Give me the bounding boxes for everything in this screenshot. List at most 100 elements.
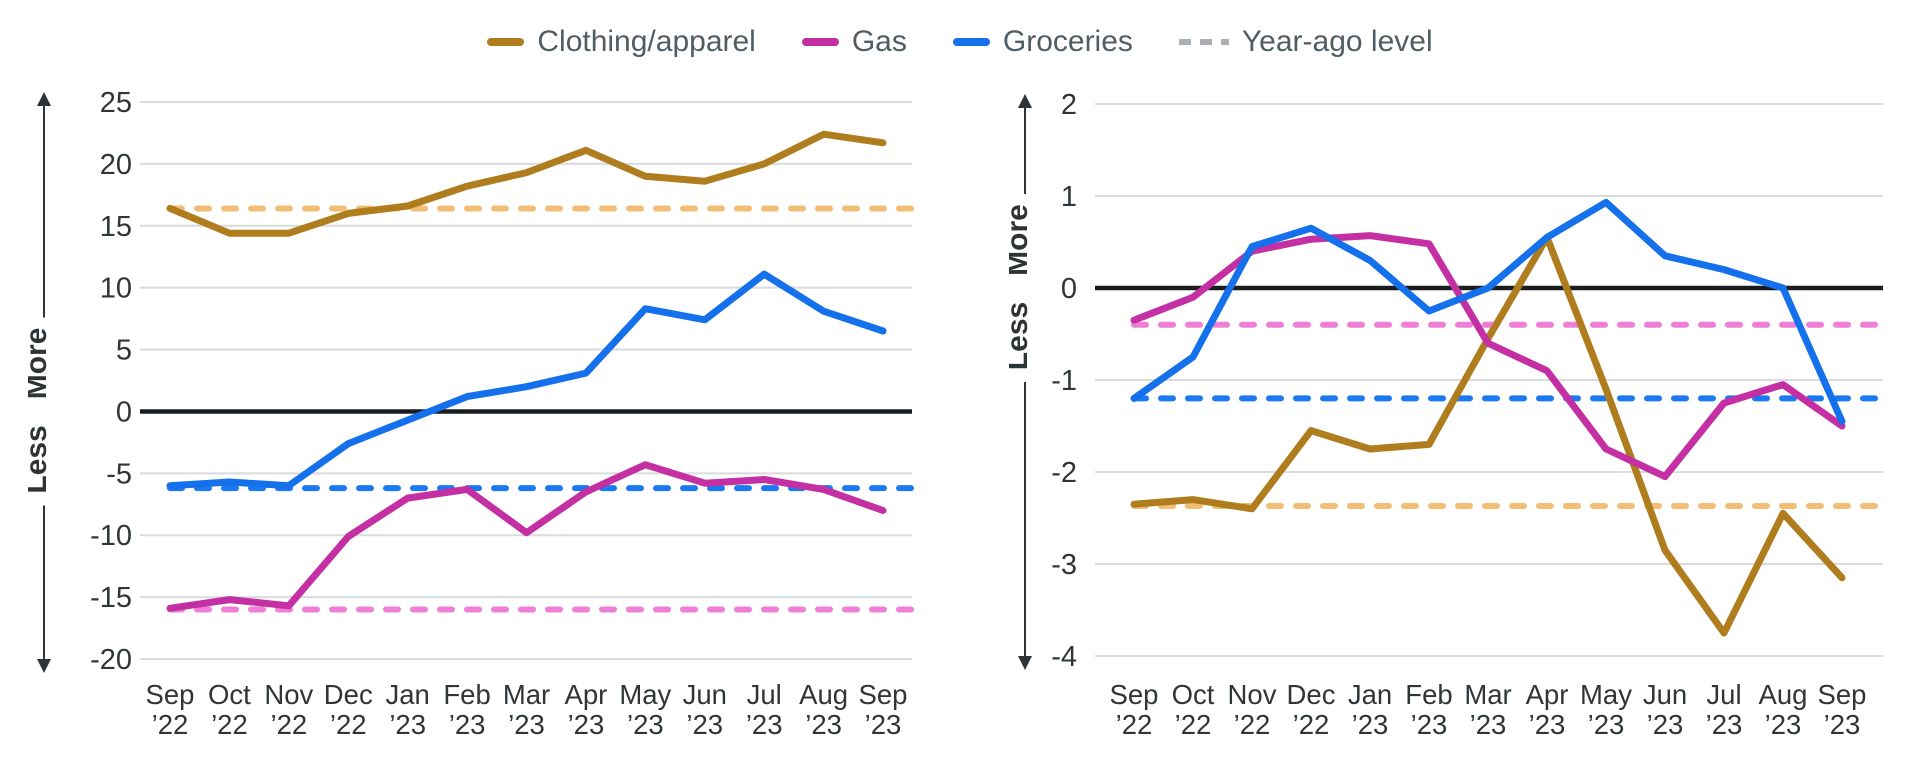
legend-item-clothing: Clothing/apparel: [487, 25, 756, 59]
x-tick-label-year: ’23: [1765, 709, 1802, 740]
legend-label: Groceries: [1002, 25, 1133, 58]
x-tick-label-year: ’23: [389, 709, 426, 740]
x-tick-label-year: ’23: [686, 709, 723, 740]
legend-label: Gas: [851, 25, 907, 58]
x-tick-label-year: ’22: [330, 709, 367, 740]
gridlines: [1095, 103, 1883, 657]
y-tick-label: 5: [116, 335, 132, 367]
x-tick-label-year: ’22: [1175, 709, 1212, 740]
legend-item-year-ago: Year-ago level: [1178, 25, 1433, 59]
x-tick-label-year: ’23: [1529, 709, 1566, 740]
clothing-swatch: [487, 38, 525, 46]
x-tick-label-month: Aug: [799, 679, 848, 710]
legend-label: Year-ago level: [1241, 25, 1433, 58]
x-tick-label-month: Jan: [385, 679, 429, 710]
x-tick-label-year: ’22: [1293, 709, 1330, 740]
more-less-axis: More Less: [28, 92, 53, 673]
left-chart: 25 20 15 10 5 0 -5 -10 -15 -20 Sep ’22 Oct ’22 Nov ’22 D…: [28, 68, 963, 763]
charts-row: 25 20 15 10 5 0 -5 -10 -15 -20 Sep ’22 Oct ’22 Nov ’22 D…: [0, 68, 1920, 763]
x-tick-label-month: Apr: [1526, 679, 1569, 710]
y-tick-label: 15: [100, 211, 132, 243]
year-ago-swatch: [1178, 39, 1229, 45]
x-tick-label-year: ’23: [1706, 709, 1743, 740]
x-tick-label-month: Feb: [443, 679, 490, 710]
x-tick-label-month: Apr: [565, 679, 608, 710]
x-tick-label-year: ’22: [152, 709, 189, 740]
x-tick-label-month: Sep: [1110, 679, 1159, 710]
x-tick-label-month: Jun: [683, 679, 727, 710]
less-axis-label: Less: [1009, 302, 1034, 370]
x-tick-label-year: ’22: [270, 709, 307, 740]
y-tick-label: -15: [90, 582, 132, 614]
y-tick-label: 0: [116, 396, 132, 428]
x-tick-label-month: Sep: [146, 679, 195, 710]
x-tick-label-month: May: [1580, 679, 1632, 710]
x-tick-label-month: Jul: [1706, 679, 1741, 710]
x-tick-label-month: Dec: [1287, 679, 1336, 710]
x-tick-label-year: ’23: [449, 709, 486, 740]
more-axis-label: More: [1009, 204, 1034, 276]
x-tick-label-month: Jan: [1348, 679, 1392, 710]
x-tick-label-month: Aug: [1759, 679, 1808, 710]
y-tick-label: -1: [1051, 365, 1077, 397]
x-tick-label-year: ’23: [746, 709, 783, 740]
legend-item-groceries: Groceries: [952, 25, 1133, 59]
x-tick-label-month: Nov: [1228, 679, 1277, 710]
y-tick-label: 20: [100, 149, 132, 181]
x-tick-label-year: ’23: [1647, 709, 1684, 740]
clothing-line: [166, 130, 887, 237]
x-tick-label-month: Jun: [1643, 679, 1687, 710]
x-tick-label-year: ’23: [1411, 709, 1448, 740]
more-axis-label: More: [28, 328, 53, 400]
x-tick-label-year: ’23: [1824, 709, 1861, 740]
y-tick-label: 1: [1061, 181, 1077, 213]
x-tick-label-year: ’22: [1116, 709, 1153, 740]
left-line-chart: 2520151050-5-10-15-20Sep’22Oct’22Nov’22D…: [28, 87, 915, 740]
x-tick-label-year: ’23: [805, 709, 842, 740]
y-tick-label: 25: [100, 87, 132, 119]
x-tick-label-year: ’23: [1352, 709, 1389, 740]
y-tick-label: 10: [100, 273, 132, 305]
y-tick-label: -5: [106, 458, 132, 490]
less-axis-label: Less: [28, 425, 53, 493]
x-tick-label-month: May: [619, 679, 671, 710]
x-tick-label-year: ’23: [508, 709, 545, 740]
y-tick-label: -10: [90, 520, 132, 552]
x-tick-label-month: Dec: [324, 679, 373, 710]
x-tick-label-year: ’22: [211, 709, 248, 740]
groceries-line: [166, 270, 887, 490]
y-tick-label: 0: [1061, 273, 1077, 305]
more-less-axis: More Less: [1009, 94, 1034, 670]
x-tick-label-year: ’23: [627, 709, 664, 740]
arrow-down-icon: [1018, 656, 1032, 670]
y-tick-label: -2: [1051, 457, 1077, 489]
clothing-line: [1130, 233, 1846, 637]
right-chart: 2 1 0 -1 -2 -3 -4 Sep ’22 Oct ’22 Nov ’22 Dec ’22 Jan ’2…: [1009, 68, 1919, 763]
x-tick-label-month: Sep: [1818, 679, 1867, 710]
x-tick-label-month: Mar: [503, 679, 550, 710]
arrow-up-icon: [37, 92, 51, 106]
x-tick-label-year: ’23: [568, 709, 605, 740]
x-tick-label-year: ’22: [1234, 709, 1271, 740]
x-tick-label-month: Sep: [859, 679, 908, 710]
x-tick-label-year: ’23: [1588, 709, 1625, 740]
legend-item-gas: Gas: [801, 25, 907, 59]
groceries-line: [1130, 198, 1846, 425]
gas-line: [166, 461, 887, 612]
x-tick-label-year: ’23: [865, 709, 902, 740]
x-tick-label-month: Nov: [264, 679, 313, 710]
x-tick-label-month: Jul: [747, 679, 782, 710]
y-tick-label: 2: [1061, 89, 1077, 121]
chart-legend: Clothing/apparel Gas Groceries Year-ago …: [0, 0, 1920, 68]
arrow-up-icon: [1018, 94, 1032, 108]
y-tick-label: -3: [1051, 549, 1077, 581]
legend-label: Clothing/apparel: [537, 25, 756, 58]
right-line-chart: 210-1-2-3-4Sep’22Oct’22Nov’22Dec’22Jan’2…: [1009, 89, 1886, 740]
gas-swatch: [801, 38, 839, 46]
arrow-down-icon: [37, 659, 51, 673]
x-tick-label-month: Feb: [1405, 679, 1452, 710]
y-tick-label: -4: [1051, 641, 1077, 673]
x-tick-label-year: ’23: [1470, 709, 1507, 740]
x-tick-label-month: Mar: [1464, 679, 1511, 710]
gridlines: [140, 101, 912, 660]
